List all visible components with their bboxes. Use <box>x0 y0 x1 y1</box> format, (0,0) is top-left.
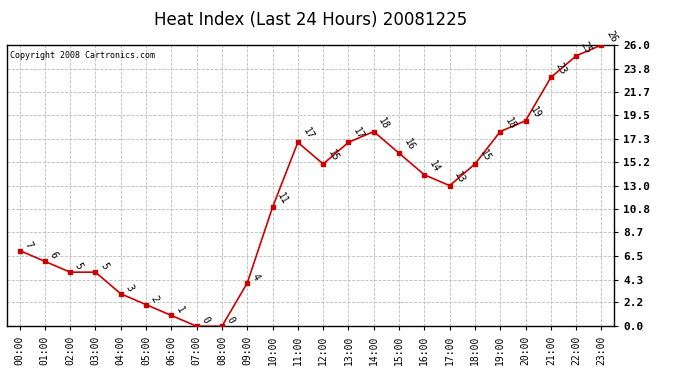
Text: 4: 4 <box>250 272 262 282</box>
Text: 25: 25 <box>579 40 593 55</box>
Text: 16: 16 <box>402 137 416 152</box>
Text: 23: 23 <box>553 62 568 76</box>
Text: 3: 3 <box>124 283 135 293</box>
Text: 15: 15 <box>326 148 340 163</box>
Text: 0: 0 <box>225 315 237 326</box>
Text: 18: 18 <box>503 116 518 131</box>
Text: Copyright 2008 Cartronics.com: Copyright 2008 Cartronics.com <box>10 51 155 60</box>
Text: 13: 13 <box>453 170 467 185</box>
Text: 17: 17 <box>351 126 366 142</box>
Text: 5: 5 <box>98 261 110 272</box>
Text: 1: 1 <box>174 304 186 315</box>
Text: 15: 15 <box>477 148 492 163</box>
Text: 19: 19 <box>529 105 543 120</box>
Text: 14: 14 <box>427 159 442 174</box>
Text: 7: 7 <box>22 240 34 250</box>
Text: 11: 11 <box>275 191 290 207</box>
Text: 5: 5 <box>73 261 85 272</box>
Text: 2: 2 <box>149 294 161 304</box>
Text: 0: 0 <box>199 315 211 326</box>
Text: Heat Index (Last 24 Hours) 20081225: Heat Index (Last 24 Hours) 20081225 <box>154 11 467 29</box>
Text: 26: 26 <box>604 29 619 44</box>
Text: 6: 6 <box>48 251 59 261</box>
Text: 17: 17 <box>301 126 315 142</box>
Text: 18: 18 <box>377 116 391 131</box>
